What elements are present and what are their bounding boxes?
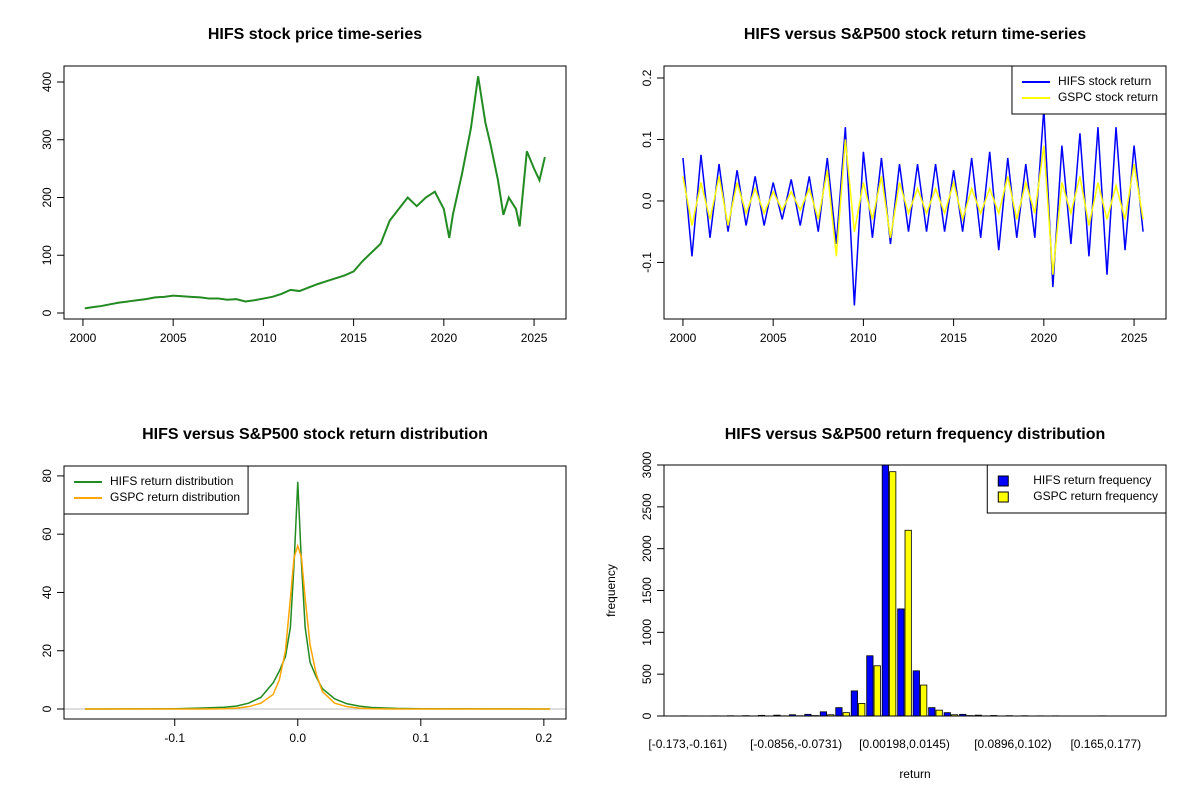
x-tick-label: 2000 xyxy=(70,331,97,345)
bar xyxy=(943,712,951,716)
y-tick-label: 80 xyxy=(40,469,54,483)
x-tick-label: 2015 xyxy=(940,331,967,345)
x-tick-label: [0.165,0.177) xyxy=(1070,737,1141,751)
legend: HIFS return distribution GSPC return dist… xyxy=(63,465,249,515)
bar xyxy=(897,608,905,716)
y-tick-label: 3000 xyxy=(640,451,654,478)
y-tick-label: 20 xyxy=(40,644,54,658)
legend-label: HIFS return distribution xyxy=(110,474,233,488)
chart-title: HIFS stock price time-series xyxy=(208,26,422,43)
bar xyxy=(912,670,920,716)
series-line xyxy=(84,76,546,310)
y-tick-label: 60 xyxy=(40,527,54,541)
plot-frame xyxy=(63,65,567,320)
x-tick-label: 2025 xyxy=(521,331,548,345)
y-axis-title: frequency xyxy=(604,564,618,617)
legend-frame xyxy=(1011,65,1167,115)
x-axis-title: return xyxy=(899,767,930,781)
series-line xyxy=(84,543,550,710)
x-tick-label: 0.1 xyxy=(412,731,429,745)
x-tick-label: 2010 xyxy=(250,331,277,345)
x-tick-label: [0.00198,0.0145) xyxy=(859,737,950,751)
legend-swatch xyxy=(997,491,1009,503)
y-tick-label: 0.0 xyxy=(640,192,654,209)
legend: HIFS return frequency GSPC return frequen… xyxy=(986,464,1167,514)
y-tick-label: 2500 xyxy=(640,493,654,520)
bar xyxy=(873,665,881,716)
x-tick-label: 2010 xyxy=(850,331,877,345)
series-line xyxy=(682,139,1144,275)
chart-title: HIFS versus S&P500 stock return time-ser… xyxy=(744,26,1086,43)
bar xyxy=(928,707,936,716)
y-tick-label: 0.2 xyxy=(640,69,654,86)
legend-frame xyxy=(986,464,1167,514)
x-tick-label: [-0.173,-0.161) xyxy=(648,737,727,751)
chart-title: HIFS versus S&P500 return frequency dist… xyxy=(725,426,1106,443)
bar xyxy=(904,529,912,716)
x-tick-label: 2000 xyxy=(670,331,697,345)
bar xyxy=(842,712,850,716)
x-tick-label: 2015 xyxy=(340,331,367,345)
y-tick-label: 40 xyxy=(40,585,54,599)
plot-frame xyxy=(663,464,1167,717)
bar xyxy=(935,709,943,716)
plot-frame xyxy=(63,465,567,720)
y-tick-label: 200 xyxy=(40,187,54,207)
y-tick-label: 1000 xyxy=(640,619,654,646)
x-tick-label: 2025 xyxy=(1121,331,1148,345)
x-tick-label: 2005 xyxy=(160,331,187,345)
legend-swatch xyxy=(997,475,1009,487)
y-tick-label: 400 xyxy=(40,72,54,92)
x-tick-label: -0.1 xyxy=(164,731,185,745)
legend-label: GSPC return frequency xyxy=(1033,489,1158,503)
bar xyxy=(889,471,897,716)
y-tick-label: 500 xyxy=(640,664,654,684)
legend-label: GSPC stock return xyxy=(1058,90,1158,104)
series-line xyxy=(84,481,551,710)
y-tick-label: 100 xyxy=(40,245,54,265)
chart-title: HIFS versus S&P500 stock return distribu… xyxy=(142,426,488,443)
bar xyxy=(850,690,858,716)
plot-area xyxy=(84,76,546,310)
y-tick-label: 0.1 xyxy=(640,131,654,148)
y-tick-label: 1500 xyxy=(640,577,654,604)
legend-label: GSPC return distribution xyxy=(110,490,240,504)
y-tick-label: 2000 xyxy=(640,535,654,562)
y-tick-label: -0.1 xyxy=(640,252,654,273)
x-tick-label: 0.0 xyxy=(289,731,306,745)
x-tick-label: [-0.0856,-0.0731) xyxy=(750,737,842,751)
legend-frame xyxy=(63,465,249,515)
x-tick-label: 2020 xyxy=(430,331,457,345)
legend-label: HIFS return frequency xyxy=(1033,473,1151,487)
plot-frame xyxy=(663,65,1167,320)
bar xyxy=(835,707,843,716)
bar xyxy=(920,684,928,716)
legend: HIFS stock return GSPC stock return xyxy=(1011,65,1167,115)
y-tick-label: 300 xyxy=(40,129,54,149)
x-tick-label: [0.0896,0.102) xyxy=(974,737,1051,751)
y-tick-label: 0 xyxy=(40,705,54,712)
bar xyxy=(819,711,827,716)
x-tick-label: 2020 xyxy=(1030,331,1057,345)
bar xyxy=(858,703,866,716)
legend-label: HIFS stock return xyxy=(1058,74,1151,88)
plot-area xyxy=(64,481,566,710)
plot-area xyxy=(682,108,1144,306)
y-tick-label: 0 xyxy=(40,309,54,316)
y-tick-label: 0 xyxy=(640,712,654,719)
bar xyxy=(881,465,889,716)
x-tick-label: 2005 xyxy=(760,331,787,345)
bar xyxy=(866,655,874,716)
x-tick-label: 0.2 xyxy=(536,731,553,745)
